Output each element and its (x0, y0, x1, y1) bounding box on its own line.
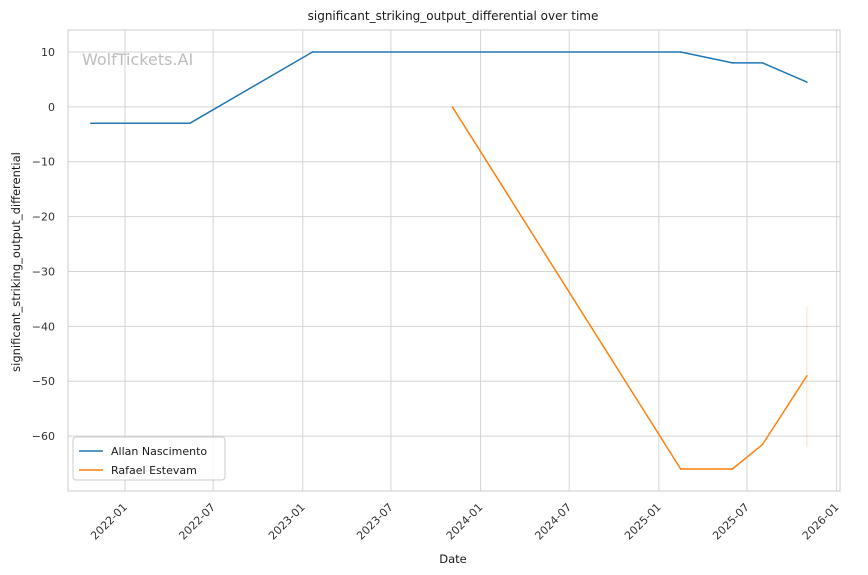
data-point (188, 122, 191, 125)
plot-area (68, 30, 840, 491)
data-point (761, 443, 764, 446)
x-axis-label: Date (439, 552, 467, 566)
data-point (90, 122, 92, 125)
plot-frame (67, 29, 841, 492)
legend-label: Rafael Estevam (111, 464, 197, 477)
data-point (679, 468, 682, 470)
y-tick-label: −40 (32, 320, 55, 333)
data-point (761, 62, 764, 64)
y-tick-label: 0 (48, 101, 55, 114)
y-tick-label: −10 (32, 156, 55, 169)
y-tick-label: −50 (32, 375, 55, 388)
data-point (311, 51, 314, 53)
data-point (679, 51, 682, 53)
y-tick-label: −20 (32, 211, 55, 224)
data-point (451, 106, 454, 108)
legend: Allan Nascimento Rafael Estevam (72, 436, 226, 481)
watermark: WolfTickets.AI (82, 50, 193, 69)
y-tick-label: −30 (32, 265, 55, 278)
data-point (731, 62, 734, 64)
y-tick-label: −60 (32, 430, 55, 443)
data-point (731, 468, 734, 470)
series-layer (90, 51, 808, 470)
legend-box (72, 436, 226, 481)
data-point (806, 81, 808, 83)
data-point (806, 374, 808, 377)
y-tick-label: 10 (41, 46, 55, 59)
y-axis-ticks: 10 0 −10 −20 −30 −40 −50 −60 (32, 46, 55, 443)
legend-label: Allan Nascimento (111, 445, 207, 458)
chart-title: significant_striking_output_differential… (308, 9, 599, 23)
y-axis-label: significant_striking_output_differential (9, 152, 23, 372)
